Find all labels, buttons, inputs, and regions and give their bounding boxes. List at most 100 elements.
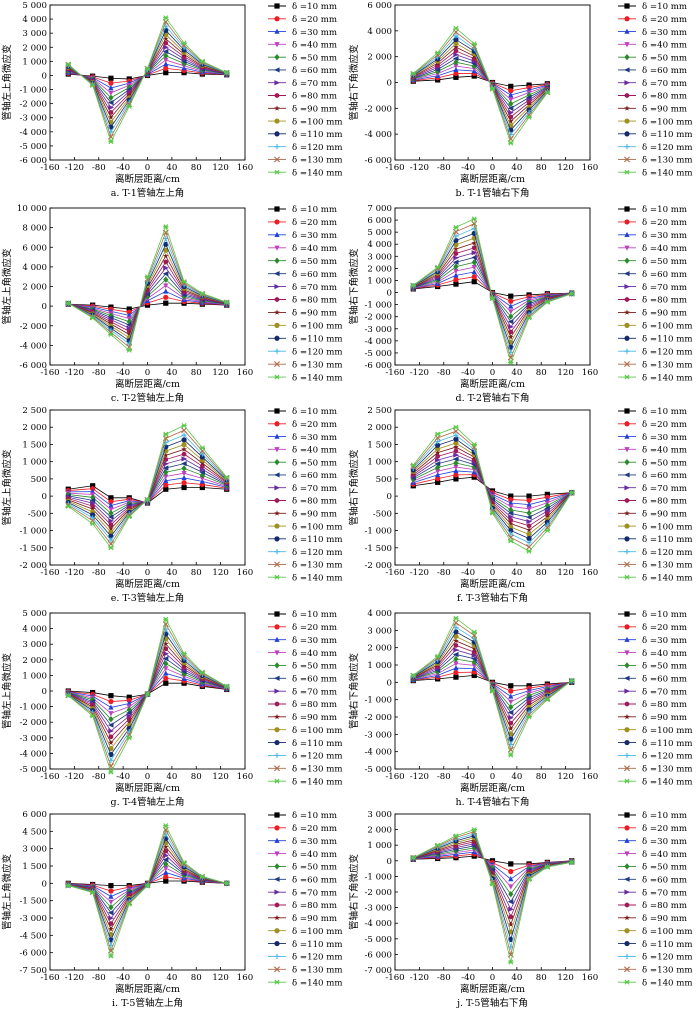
data-point [508,493,514,499]
legend: δ =10 mm δ =20 mm δ =30 mm δ =40 mm δ =50 mm… [268,205,343,383]
legend-marker [274,701,280,707]
data-point [89,497,96,503]
legend-marker [274,16,280,22]
series-line-9 [413,46,548,122]
legend-label: δ =70 mm [292,484,337,494]
legend-marker [274,67,280,73]
data-point [453,847,459,855]
legend-label: δ =120 mm [642,347,693,357]
data-point [108,746,114,752]
x-tick-label: -80 [437,368,451,378]
data-point [181,451,187,457]
legend-label: δ =50 mm [292,458,337,468]
x-tick-label: 120 [212,973,228,983]
data-point [508,329,514,335]
data-point [65,300,71,306]
legend-marker [624,458,630,466]
legend-label: δ =110 mm [292,334,343,344]
chart-panel-g: -5 000 -4 000 -3 000 -2 000 -1 000 0 1 000 2 00… [1,609,343,808]
data-point [126,103,132,109]
legend-label: δ =110 mm [642,739,693,749]
panel-caption: d. T-2管轴右下角 [456,392,530,404]
y-tick-label: 0 [42,71,47,81]
legend-marker [274,28,280,34]
data-point [544,513,551,520]
y-tick-label: -5 000 [19,765,47,775]
data-point [163,288,169,294]
data-point [508,313,514,320]
data-point [108,953,114,959]
legend-marker [274,206,280,212]
data-point [508,360,514,366]
series-line-7 [413,54,548,114]
legend-label: δ =110 mm [292,739,343,749]
data-point [108,312,114,319]
y-tick-label: 5 000 [22,609,47,619]
legend-label: δ =50 mm [292,863,337,873]
y-tick-label: 3 000 [22,845,47,855]
data-point [508,959,514,965]
data-point [90,315,96,321]
data-point [508,293,514,299]
legend-marker [624,485,630,491]
legend-label: δ =10 mm [292,2,337,12]
data-point [526,315,532,321]
x-tick-label: 0 [490,368,495,378]
data-point [181,279,187,285]
y-axis-label: 管轴左上角微应变 [1,248,13,325]
data-point [181,670,187,678]
data-point [435,457,441,463]
plot-frame [394,813,591,971]
legend-label: δ =120 mm [292,143,343,153]
data-point [108,921,114,927]
data-point [108,332,114,338]
data-point [526,509,532,517]
data-point [144,497,151,503]
legend-label: δ =100 mm [642,522,693,532]
x-tick-label: -120 [65,772,84,782]
data-point [163,660,169,667]
x-axis-label: 离断层距离/cm [115,378,180,390]
legend-label: δ =60 mm [292,875,337,885]
legend-label: δ =70 mm [642,79,687,89]
data-point [108,915,114,921]
series-line-14 [413,27,548,145]
legend-marker [624,169,630,175]
x-axis-label: 离断层距离/cm [460,983,525,995]
legend-marker [624,408,630,414]
data-point [471,216,477,222]
x-tick-label: 120 [557,368,573,378]
data-point [108,888,114,894]
x-axis-label: 离断层距离/cm [460,578,525,590]
data-point [507,105,514,111]
data-point [126,901,132,907]
legend-label: δ =120 mm [292,752,343,762]
data-point [163,878,169,884]
data-point [508,929,514,935]
data-point [508,884,514,890]
data-point [508,688,514,694]
x-tick-label: 160 [237,772,253,782]
chart-panel-b: -6 000 -4 000 -2 000 0 2 000 4 000 6 000 -160 -1… [348,1,693,199]
legend-marker [624,675,630,681]
legend-label: δ =100 mm [292,117,343,127]
legend-marker [624,296,630,303]
data-point [452,651,459,658]
data-point [199,59,206,66]
data-point [108,711,114,717]
plot-frame [49,4,246,161]
legend-label: δ =90 mm [642,309,687,319]
data-point [434,461,441,467]
y-tick-label: -5 000 [364,765,392,775]
y-tick-label: 6 000 [22,810,47,820]
series-line-3 [413,69,548,96]
data-point [526,497,532,503]
data-point [108,507,114,513]
data-point [108,739,114,746]
y-tick-label: 2 000 [367,644,392,654]
legend-marker [274,458,280,466]
x-tick-label: -80 [92,973,106,983]
data-point [508,92,514,98]
y-tick-label: 0 [387,289,392,299]
x-tick-label: -40 [116,568,130,578]
